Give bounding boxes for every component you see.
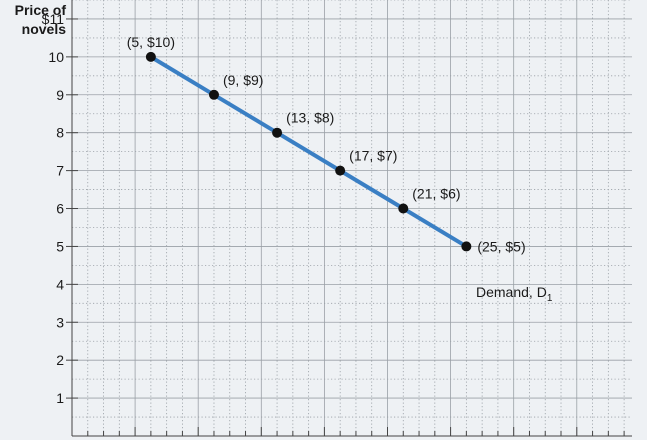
y-tick-label: 10	[48, 49, 64, 65]
data-point-label: (13, $8)	[286, 110, 334, 126]
y-axis-label-line-1: Price of	[15, 2, 67, 18]
y-tick-label: 5	[56, 238, 64, 254]
y-tick-label: $11	[42, 11, 65, 27]
y-tick-label: 3	[56, 314, 64, 330]
x-axis-ticks	[87, 427, 625, 436]
data-point-label: (25, $5)	[477, 238, 525, 254]
series-label-subscript: 1	[547, 293, 553, 304]
y-tick-label: 8	[56, 125, 64, 141]
data-point	[398, 203, 409, 214]
axes	[71, 0, 632, 437]
series-label-text: Demand, D	[476, 284, 547, 300]
y-tick-label: 1	[56, 390, 64, 406]
data-point	[272, 127, 283, 138]
series-layer: (5, $10) (9, $9) (13, $8) (17, $7) (21, $6) (…	[127, 34, 526, 255]
data-point	[208, 89, 219, 100]
y-tick-label: 9	[56, 87, 64, 103]
y-tick-label: 7	[56, 163, 64, 179]
series-label-demand: Demand, D1	[476, 284, 553, 304]
y-tick-label: 4	[56, 276, 64, 292]
y-tick-label: 2	[56, 352, 64, 368]
data-point-label: (9, $9)	[223, 72, 263, 88]
data-point	[335, 165, 346, 176]
data-point-label: (5, $10)	[127, 34, 175, 50]
data-point	[145, 51, 156, 62]
demand-curve-line	[148, 54, 469, 249]
y-axis-ticks: $11 10 9 8 7 6 5 4 3 2 1	[42, 11, 78, 406]
grid	[72, 0, 632, 436]
data-point-label: (21, $6)	[412, 186, 460, 202]
data-point	[461, 241, 472, 252]
y-tick-label: 6	[56, 201, 64, 217]
y-axis-label-line-2: novels	[22, 21, 67, 37]
data-point-label: (17, $7)	[349, 148, 397, 164]
